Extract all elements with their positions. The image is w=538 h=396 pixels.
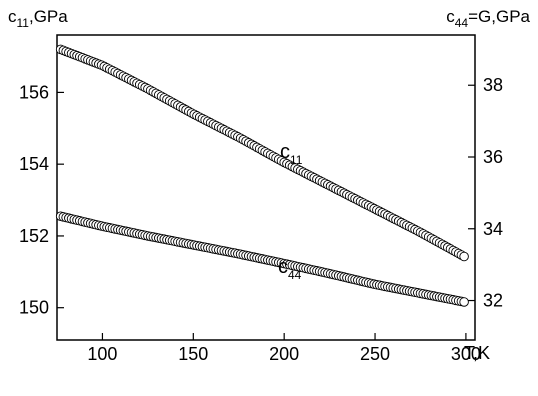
x-axis-title: T,K	[464, 343, 490, 363]
y-left-tick-label: 156	[19, 82, 49, 102]
series-c11	[55, 44, 469, 262]
series-c44	[55, 211, 469, 307]
x-tick-label: 100	[87, 344, 117, 364]
y-left-tick-label: 152	[19, 226, 49, 246]
series-label-c44: c44	[278, 256, 302, 282]
data-point	[459, 251, 469, 262]
y-right-tick-label: 36	[483, 147, 503, 167]
y-right-tick-label: 34	[483, 219, 503, 239]
plot-frame	[56, 34, 476, 341]
x-tick-label: 200	[269, 344, 299, 364]
x-tick-label: 250	[360, 344, 390, 364]
series-label-c11: c11	[280, 141, 303, 167]
y-left-tick-label: 150	[19, 298, 49, 318]
y-right-tick-label: 38	[483, 75, 503, 95]
left-axis-title: c11,GPa	[8, 7, 68, 30]
x-tick-label: 300	[451, 344, 481, 364]
x-tick-label: 150	[178, 344, 208, 364]
data-point	[459, 297, 469, 307]
right-axis-title: c44=G,GPa	[446, 7, 530, 30]
y-left-tick-label: 154	[19, 154, 49, 174]
y-right-tick-label: 32	[483, 291, 503, 311]
